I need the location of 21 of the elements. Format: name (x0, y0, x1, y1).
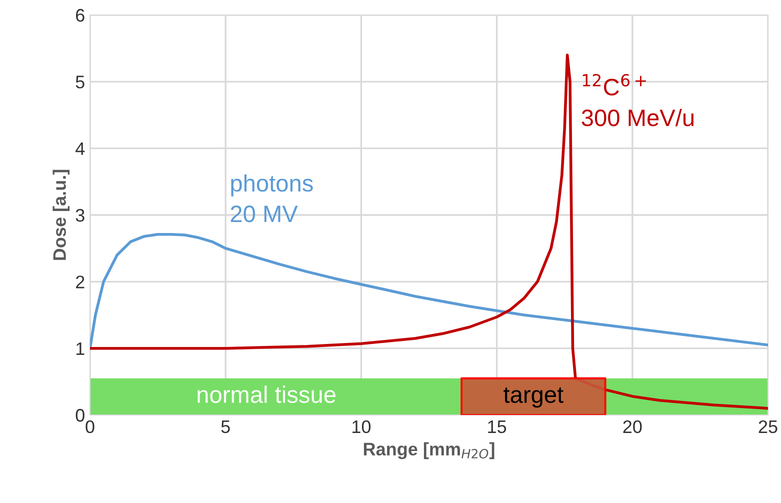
y-tick-label: 3 (76, 208, 84, 222)
line-series (90, 232, 768, 350)
band-label: normal tissue (198, 386, 336, 404)
x-tick-label: 15 (488, 420, 506, 434)
x-axis-title: Range [mm$_{H2O}$] (364, 442, 494, 460)
x-tick-label: 20 (623, 420, 642, 434)
x-tick-label: 10 (352, 420, 371, 434)
series-label: photons 20 MV (230, 174, 313, 222)
y-axis-title: Dose [a.u.] (52, 170, 70, 260)
y-tick-label: 4 (76, 142, 85, 155)
line-series (90, 54, 768, 410)
x-tick-label: 5 (221, 420, 230, 434)
x-tick-label: 0 (86, 420, 94, 434)
text: $^{12}$C$^{6+}$ 300 MeV/u (582, 74, 694, 126)
y-tick-label: 0 (76, 408, 84, 422)
y-tick-label: 1 (76, 342, 84, 355)
y-tick-label: 5 (76, 76, 84, 88)
y-tick-label: 2 (76, 276, 84, 288)
y-tick-label: 6 (76, 8, 84, 22)
band-label: target (504, 388, 564, 408)
x-tick-label: 25 (758, 420, 778, 434)
